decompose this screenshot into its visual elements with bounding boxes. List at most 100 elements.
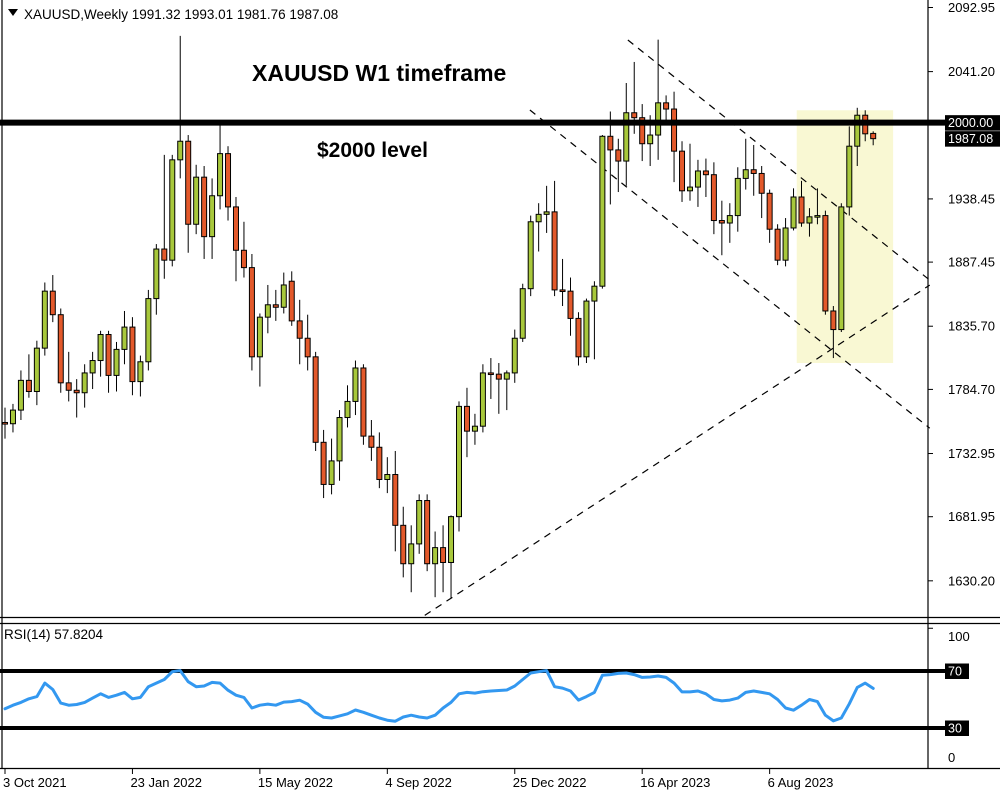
bear-candle — [822, 215, 829, 312]
bull-candle — [655, 102, 662, 136]
bear-candle — [392, 474, 399, 526]
price-tick-label: 1887.45 — [948, 255, 995, 270]
highlight-region — [796, 110, 894, 364]
bear-candle — [663, 102, 670, 110]
bull-candle — [686, 186, 693, 192]
bull-candle — [113, 348, 120, 376]
symbol-ohlc-header: XAUUSD,Weekly 1991.32 1993.01 1981.76 19… — [24, 7, 338, 22]
bull-candle — [599, 135, 606, 287]
bull-candle — [352, 367, 359, 402]
rsi-indicator-label: RSI(14) 57.8204 — [4, 627, 104, 642]
bull-candle — [623, 112, 630, 162]
symbol-dropdown-icon[interactable] — [8, 9, 18, 16]
bull-candle — [479, 372, 486, 427]
price-badge — [945, 131, 1000, 147]
bear-candle — [57, 314, 64, 384]
bear-candle — [607, 135, 614, 151]
bull-candle — [734, 177, 741, 217]
bear-candle — [559, 289, 566, 293]
rsi-lower-badge — [945, 720, 969, 736]
bull-candle — [448, 516, 455, 563]
time-tick-label: 6 Aug 2023 — [768, 775, 834, 790]
bear-candle — [870, 132, 877, 140]
bull-candle — [511, 337, 518, 374]
rsi-scale-min-label: 0 — [948, 750, 955, 765]
price-tick-label: 1630.20 — [948, 573, 995, 588]
highlight-rectangle — [796, 110, 894, 364]
rsi-scale-max-label: 100 — [948, 629, 970, 644]
bear-candle — [185, 140, 192, 225]
rsi-upper-badge-label: 70 — [948, 665, 962, 679]
trendlines — [424, 39, 931, 616]
price-badge-label: 2000.00 — [948, 116, 993, 130]
bear-candle — [487, 372, 494, 376]
bull-candle — [33, 347, 40, 393]
bear-candle — [710, 174, 717, 222]
bear-candle — [129, 326, 136, 383]
bull-candle — [137, 361, 144, 383]
bear-candle — [368, 435, 375, 448]
price-tick-label: 1732.95 — [948, 446, 995, 461]
price-tick-label: 1784.70 — [948, 382, 995, 397]
bull-candle — [838, 206, 845, 331]
price-badge-label: 1987.08 — [948, 132, 993, 146]
bear-candle — [73, 389, 80, 394]
bear-candle — [463, 405, 470, 432]
time-scale[interactable]: 3 Oct 2021 23 Jan 2022 15 May 2022 4 Sep 20… — [3, 768, 833, 790]
bull-candle — [121, 326, 128, 350]
bull-candle — [209, 195, 216, 238]
bull-candle — [17, 379, 24, 411]
bull-candle — [264, 304, 271, 318]
bear-candle — [360, 367, 367, 437]
time-tick-label: 4 Sep 2022 — [385, 775, 452, 790]
time-tick-label: 16 Apr 2023 — [640, 775, 710, 790]
bull-candle — [384, 474, 391, 480]
bear-candle — [615, 149, 622, 162]
rsi-upper-badge — [945, 663, 969, 679]
bull-candle — [742, 169, 749, 179]
bull-candle — [153, 248, 160, 300]
price-tick-label: 1938.45 — [948, 191, 995, 206]
bull-candle — [790, 196, 797, 229]
bear-candle — [639, 117, 646, 145]
bear-candle — [440, 547, 447, 563]
bear-candle — [201, 176, 208, 238]
bear-candle — [424, 500, 431, 565]
price-badge — [945, 115, 1000, 131]
rsi-indicator-panel: 100 0 70 30 — [0, 627, 970, 765]
panel-borders — [0, 0, 1000, 770]
bull-candle — [256, 316, 263, 358]
bull-candle — [169, 159, 176, 261]
bull-candle — [41, 290, 48, 349]
bear-candle — [296, 320, 303, 339]
bear-candle — [750, 169, 757, 174]
bull-candle — [193, 176, 200, 225]
price-scale[interactable]: 2092.95 2041.20 1938.45 1887.45 1835.70 1784.… — [928, 0, 1000, 588]
bear-candle — [105, 334, 112, 376]
bear-candle — [225, 153, 232, 208]
bear-candle — [758, 172, 765, 194]
bull-candle — [527, 221, 534, 290]
bear-candle — [240, 249, 247, 269]
bear-candle — [671, 108, 678, 152]
bull-candle — [217, 153, 224, 197]
bull-candle — [854, 114, 861, 147]
bull-candle — [336, 417, 343, 462]
bull-candle — [432, 547, 439, 565]
bear-candle — [766, 192, 773, 230]
bull-candle — [814, 215, 821, 218]
bear-candle — [631, 112, 638, 119]
bear-candle — [25, 379, 32, 393]
bull-candle — [806, 216, 813, 224]
bear-candle — [376, 446, 383, 480]
level-annotation: $2000 level — [317, 139, 428, 162]
bull-candle — [471, 425, 478, 432]
bull-candle — [543, 211, 550, 215]
time-tick-label: 3 Oct 2021 — [3, 775, 67, 790]
price-tick-label: 1681.95 — [948, 509, 995, 524]
bear-candle — [495, 373, 502, 380]
bull-candle — [535, 213, 542, 223]
bull-candle — [456, 405, 463, 518]
